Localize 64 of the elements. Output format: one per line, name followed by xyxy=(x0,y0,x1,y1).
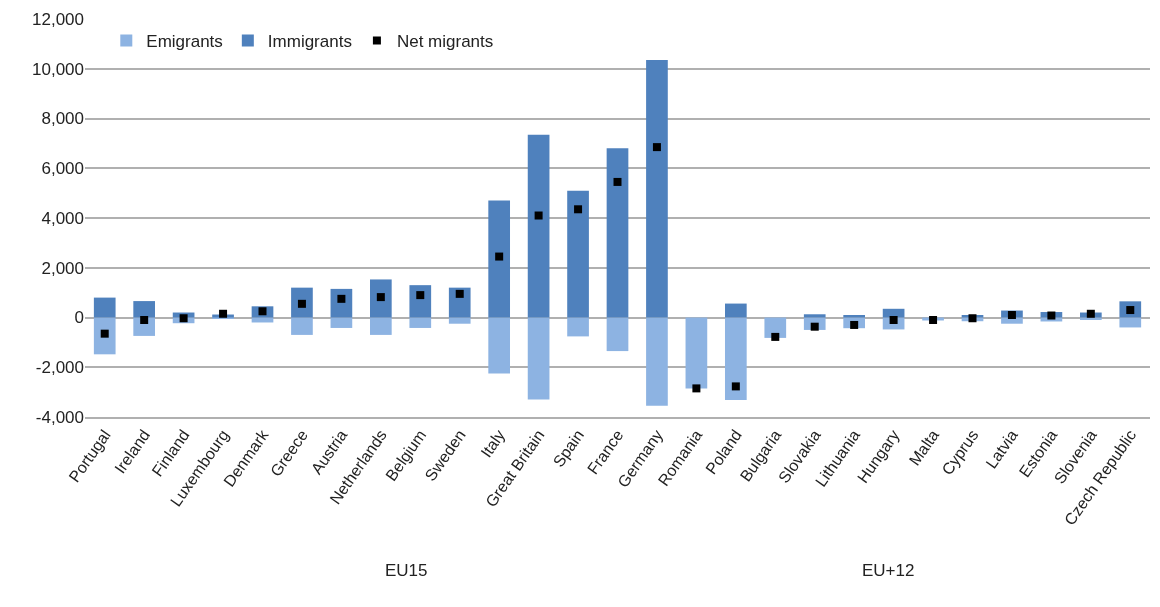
point xyxy=(652,143,661,152)
y-tick-label: 6,000 xyxy=(41,159,84,179)
bar xyxy=(606,317,629,352)
point xyxy=(179,314,188,323)
y-tick-label: 12,000 xyxy=(32,9,84,29)
bar xyxy=(330,317,353,328)
point xyxy=(1007,311,1016,320)
bar xyxy=(685,317,708,389)
point xyxy=(495,252,504,261)
bar xyxy=(291,317,313,335)
point xyxy=(534,211,543,220)
bar xyxy=(764,317,787,338)
point xyxy=(968,314,977,323)
bar xyxy=(291,287,313,318)
bar xyxy=(724,317,747,401)
bar xyxy=(646,317,668,406)
point xyxy=(929,315,938,324)
point xyxy=(613,177,622,186)
point xyxy=(140,315,149,324)
point xyxy=(771,332,780,341)
y-tick-label: -4,000 xyxy=(35,407,84,427)
bar xyxy=(369,317,392,335)
text: EU+12 xyxy=(862,561,915,580)
point xyxy=(1047,311,1056,320)
point xyxy=(692,384,701,393)
y-tick-label: 2,000 xyxy=(41,258,84,278)
bar xyxy=(1119,317,1142,328)
y-tick-label: -2,000 xyxy=(35,358,84,378)
y-tick-label: 8,000 xyxy=(41,109,84,129)
bar xyxy=(93,297,116,318)
point xyxy=(574,205,583,214)
bar xyxy=(567,317,589,337)
point xyxy=(416,291,425,300)
bar xyxy=(882,308,905,318)
bar xyxy=(843,315,866,318)
bar xyxy=(724,303,747,318)
bar xyxy=(93,317,116,355)
point xyxy=(455,289,464,298)
text: EU15 xyxy=(385,561,428,580)
bar xyxy=(527,317,550,400)
point xyxy=(376,293,385,302)
bar xyxy=(133,301,156,318)
point xyxy=(219,309,228,318)
bar xyxy=(646,60,668,318)
bar xyxy=(409,317,432,328)
bar xyxy=(488,317,511,374)
y-tick-label: 0 xyxy=(74,308,84,328)
point xyxy=(100,329,109,338)
legend-label: Immigrants xyxy=(267,32,352,52)
y-tick-label: 10,000 xyxy=(32,59,84,79)
point xyxy=(1086,309,1095,318)
bar xyxy=(527,134,550,318)
bar xyxy=(448,287,471,318)
point xyxy=(731,382,740,391)
bar xyxy=(803,314,826,318)
bar xyxy=(448,317,471,324)
bar xyxy=(488,200,511,318)
bar xyxy=(606,148,629,318)
bar xyxy=(409,285,432,318)
legend-label: Net migrants xyxy=(396,32,494,52)
y-tick-label: 4,000 xyxy=(41,208,84,228)
bar xyxy=(567,190,589,318)
bar xyxy=(369,279,392,318)
legend-label: Emigrants xyxy=(146,32,223,52)
